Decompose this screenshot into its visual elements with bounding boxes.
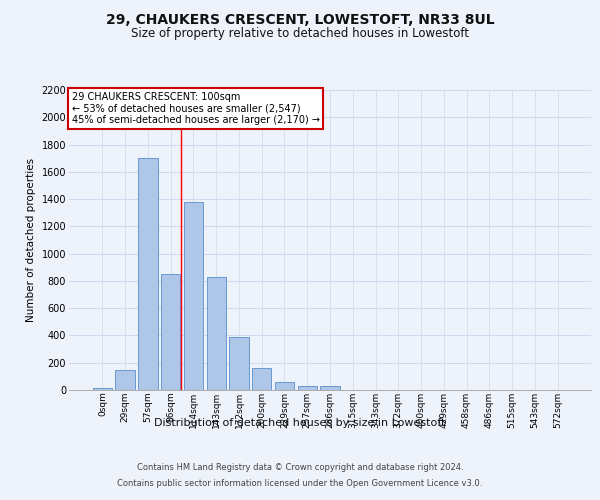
Bar [320, 386, 340, 390]
Bar [138, 158, 158, 390]
Bar [252, 368, 271, 390]
Y-axis label: Number of detached properties: Number of detached properties [26, 158, 36, 322]
Bar [184, 202, 203, 390]
Text: Size of property relative to detached houses in Lowestoft: Size of property relative to detached ho… [131, 28, 469, 40]
Text: 29 CHAUKERS CRESCENT: 100sqm
← 53% of detached houses are smaller (2,547)
45% of: 29 CHAUKERS CRESCENT: 100sqm ← 53% of de… [71, 92, 320, 124]
Bar [298, 386, 317, 390]
Bar [115, 370, 135, 390]
Bar [161, 274, 181, 390]
Text: Contains public sector information licensed under the Open Government Licence v3: Contains public sector information licen… [118, 478, 482, 488]
Bar [93, 388, 112, 390]
Text: 29, CHAUKERS CRESCENT, LOWESTOFT, NR33 8UL: 29, CHAUKERS CRESCENT, LOWESTOFT, NR33 8… [106, 12, 494, 26]
Bar [229, 337, 248, 390]
Text: Contains HM Land Registry data © Crown copyright and database right 2024.: Contains HM Land Registry data © Crown c… [137, 464, 463, 472]
Bar [275, 382, 294, 390]
Bar [206, 277, 226, 390]
Text: Distribution of detached houses by size in Lowestoft: Distribution of detached houses by size … [154, 418, 446, 428]
